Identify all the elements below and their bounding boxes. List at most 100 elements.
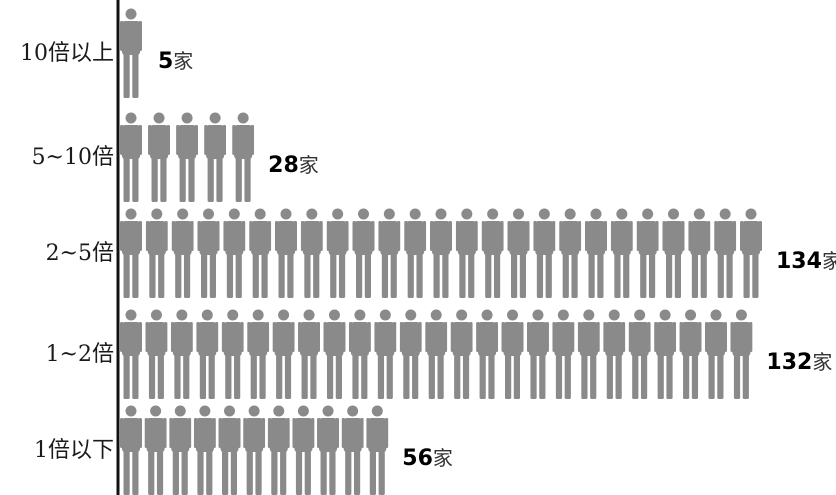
value-unit: 家 xyxy=(433,446,453,470)
person-figure xyxy=(218,405,241,495)
category-label: 1~2倍 xyxy=(46,342,114,367)
person-figure xyxy=(399,309,422,399)
person-figure xyxy=(120,112,142,202)
person-figure xyxy=(120,208,142,298)
person-figure xyxy=(610,208,633,298)
person-figure xyxy=(298,309,321,399)
person-figure xyxy=(148,112,171,202)
person-figure xyxy=(740,208,762,298)
person-figure xyxy=(341,405,364,495)
person-figure xyxy=(501,309,524,399)
person-figure xyxy=(404,208,427,298)
person-figure xyxy=(603,309,626,399)
person-figure xyxy=(628,309,651,399)
category-label: 5~10倍 xyxy=(32,145,114,170)
value-number: 56 xyxy=(402,446,433,471)
pictogram-bar xyxy=(120,405,389,495)
pictogram-bar xyxy=(120,8,142,98)
person-figure xyxy=(704,309,727,399)
person-figure xyxy=(688,208,711,298)
bar-row: 1~2倍 132家 xyxy=(46,309,832,399)
person-figure xyxy=(533,208,556,298)
person-figure xyxy=(247,309,270,399)
value-label: 134家 xyxy=(776,249,836,274)
person-figure xyxy=(197,208,220,298)
person-figure xyxy=(267,405,290,495)
value-unit: 家 xyxy=(173,49,193,73)
person-figure xyxy=(450,309,473,399)
person-figure xyxy=(272,309,295,399)
person-figure xyxy=(176,112,199,202)
person-figure xyxy=(366,405,389,495)
person-figure xyxy=(243,405,266,495)
person-figure xyxy=(585,208,607,298)
person-figure xyxy=(577,309,600,399)
person-figure xyxy=(120,309,142,399)
bar-row: 10倍以上 5家 xyxy=(20,8,193,98)
person-figure xyxy=(193,405,216,495)
person-figure xyxy=(169,405,192,495)
pictogram-bar xyxy=(120,309,753,399)
value-label: 28家 xyxy=(268,153,319,178)
value-number: 28 xyxy=(268,153,299,178)
person-figure xyxy=(636,208,659,298)
person-figure xyxy=(552,309,575,399)
category-label: 1倍以下 xyxy=(34,438,114,463)
person-figure xyxy=(714,208,737,298)
person-figure xyxy=(223,208,246,298)
person-figure xyxy=(204,112,227,202)
category-label: 10倍以上 xyxy=(20,41,114,66)
person-figure xyxy=(476,309,499,399)
person-figure xyxy=(730,309,753,399)
person-figure xyxy=(221,309,244,399)
person-figure xyxy=(455,208,478,298)
person-figure xyxy=(317,405,340,495)
pictogram-bar xyxy=(120,208,762,298)
person-figure xyxy=(249,208,272,298)
person-figure xyxy=(526,309,549,399)
value-unit: 家 xyxy=(822,249,836,273)
category-label: 2~5倍 xyxy=(46,241,114,266)
person-figure xyxy=(654,309,677,399)
person-figure xyxy=(374,309,397,399)
value-number: 5 xyxy=(158,49,173,74)
person-figure xyxy=(292,405,315,495)
person-figure xyxy=(559,208,582,298)
person-figure xyxy=(196,309,219,399)
person-figure xyxy=(348,309,371,399)
person-figure xyxy=(145,309,168,399)
value-label: 56家 xyxy=(402,446,453,471)
person-figure xyxy=(232,112,255,202)
person-figure xyxy=(120,405,142,495)
person-figure xyxy=(145,208,168,298)
bar-row: 5~10倍 28家 xyxy=(32,112,319,202)
value-label: 5家 xyxy=(158,49,193,74)
person-figure xyxy=(300,208,323,298)
person-figure xyxy=(326,208,349,298)
bar-row: 2~5倍 134家 xyxy=(46,208,836,298)
person-figure xyxy=(170,309,193,399)
person-figure xyxy=(430,208,452,298)
value-number: 134 xyxy=(776,249,822,274)
person-figure xyxy=(323,309,346,399)
person-figure xyxy=(120,8,142,98)
person-figure xyxy=(679,309,702,399)
person-figure xyxy=(171,208,194,298)
bar-row: 1倍以下 56家 xyxy=(34,405,453,495)
person-figure xyxy=(352,208,375,298)
person-figure xyxy=(144,405,167,495)
pictogram-bar xyxy=(120,112,255,202)
value-unit: 家 xyxy=(299,153,319,177)
person-figure xyxy=(481,208,504,298)
value-number: 132 xyxy=(766,350,812,375)
person-figure xyxy=(275,208,297,298)
value-unit: 家 xyxy=(812,350,832,374)
person-figure xyxy=(662,208,685,298)
person-figure xyxy=(507,208,530,298)
value-label: 132家 xyxy=(766,350,832,375)
person-figure xyxy=(378,208,401,298)
person-figure xyxy=(425,309,448,399)
